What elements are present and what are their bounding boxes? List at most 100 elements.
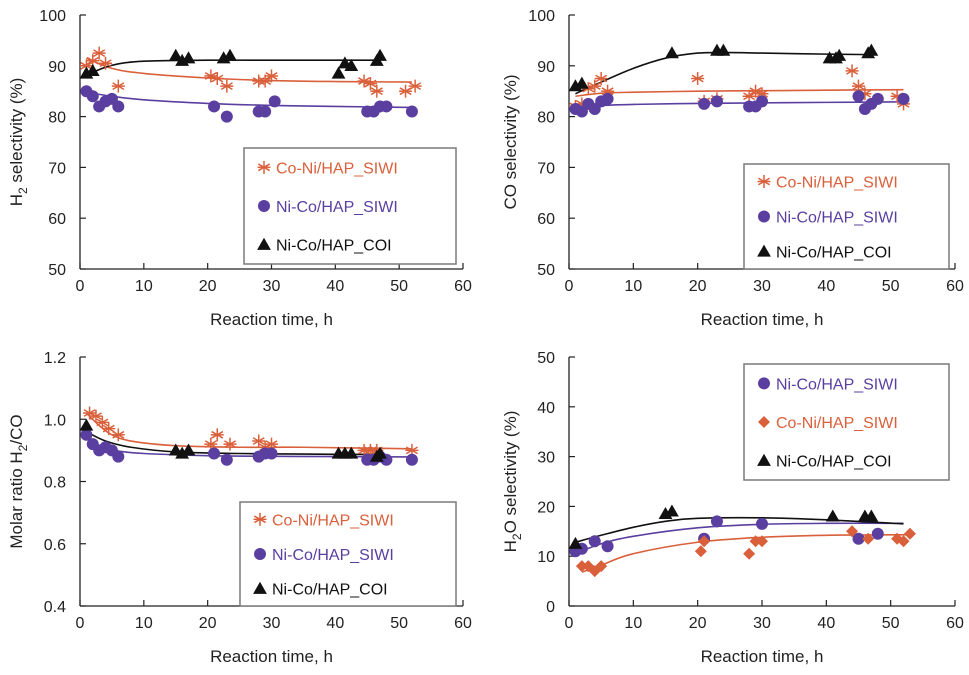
legend-label: Co-Ni/HAP_SIWI <box>776 415 898 432</box>
data-point <box>862 532 875 545</box>
data-point <box>99 56 113 70</box>
data-point <box>756 95 768 108</box>
y-tick-label: 0.8 <box>44 475 66 492</box>
series <box>80 428 418 466</box>
chart-co: 50 60 70 80 90 100 0 10 20 30 40 50 60 Reaction time,… <box>501 8 964 329</box>
y-tick-label: 10 <box>537 549 555 566</box>
fit-line <box>575 101 904 108</box>
data-point <box>80 428 93 441</box>
data-point <box>749 535 762 548</box>
data-point <box>112 450 125 463</box>
y-tick-label: 40 <box>537 400 555 417</box>
data-point <box>79 418 94 431</box>
data-point <box>710 95 723 108</box>
data-point <box>743 547 756 560</box>
x-tick-label: 30 <box>753 615 771 632</box>
data-point <box>408 79 422 93</box>
chart-h2o: 0 10 20 30 40 50 0 10 20 30 40 50 60 Reaction time, h… <box>501 350 964 666</box>
data-point <box>175 446 190 459</box>
x-tick-label: 60 <box>946 278 964 295</box>
data-point <box>864 43 879 56</box>
data-point <box>223 48 237 61</box>
legend-marker <box>757 175 771 188</box>
fit-line <box>85 412 412 450</box>
x-tick-label: 50 <box>882 278 900 295</box>
series <box>80 85 418 123</box>
x-tick-label: 40 <box>817 615 835 632</box>
data-point <box>370 84 384 98</box>
y-tick-label: 100 <box>39 8 66 25</box>
fit-line <box>86 59 381 76</box>
data-point <box>405 105 418 118</box>
data-point <box>756 535 768 548</box>
legend-marker <box>258 200 270 212</box>
data-point <box>220 110 233 123</box>
data-point <box>331 66 346 79</box>
y-tick-label: 70 <box>48 160 66 177</box>
data-point <box>344 446 359 459</box>
legend-marker <box>254 548 266 560</box>
data-point <box>102 422 116 436</box>
data-point <box>111 428 125 442</box>
legend-marker <box>253 581 267 594</box>
data-point <box>357 74 371 88</box>
y-tick-label: 20 <box>537 499 555 516</box>
data-point <box>252 434 266 448</box>
x-tick-label: 50 <box>390 615 408 632</box>
series <box>569 90 910 118</box>
data-point <box>223 437 237 451</box>
x-tick-label: 10 <box>624 278 642 295</box>
data-point <box>259 105 272 118</box>
chart-ratio: 0.4 0.6 0.8 1.0 1.2 0 10 20 30 40 50 60 Reaction tim… <box>7 350 472 666</box>
y-tick-label: 100 <box>528 8 555 25</box>
legend-label: Ni-Co/HAP_COI <box>776 454 892 471</box>
legend-marker <box>757 244 771 257</box>
y-tick-label: 70 <box>537 160 555 177</box>
y-axis-title: CO selectivity (%) <box>501 74 520 209</box>
legend-marker <box>253 512 267 526</box>
data-point <box>852 532 865 545</box>
legend: Co-Ni/HAP_SIWI Ni-Co/HAP_SIWI Ni-Co/HAP_CO… <box>239 501 457 607</box>
fit-line <box>575 88 904 98</box>
data-point <box>698 535 711 548</box>
y-axis-title: H2O selectivity (%) <box>501 411 524 553</box>
legend-label: Ni-Co/HAP_SIWI <box>776 210 898 227</box>
legend-marker <box>757 453 771 466</box>
legend-marker <box>758 210 770 223</box>
y-tick-label: 0 <box>546 599 555 616</box>
data-point <box>111 79 125 93</box>
series <box>568 43 879 92</box>
y-tick-label: 50 <box>537 350 555 367</box>
series <box>575 525 916 578</box>
legend-label: Ni-Co/HAP_SIWI <box>276 199 398 216</box>
data-point <box>846 525 859 538</box>
data-point <box>601 540 614 553</box>
y-tick-label: 90 <box>537 59 555 76</box>
data-point <box>373 446 387 459</box>
fit-line <box>575 516 904 544</box>
data-point <box>95 415 109 429</box>
y-axis-title: H2 selectivity (%) <box>7 78 30 207</box>
x-axis-title: Reaction time, h <box>210 310 333 329</box>
data-point <box>112 100 125 113</box>
x-tick-label: 40 <box>817 278 835 295</box>
chart-h2: 50 60 70 80 90 100 0 10 20 30 40 50 60 Reaction time,… <box>7 8 472 329</box>
x-tick-label: 50 <box>882 615 900 632</box>
data-point <box>363 77 377 91</box>
data-point <box>710 515 723 528</box>
x-axis-title: Reaction time, h <box>701 310 824 329</box>
data-point <box>181 51 196 64</box>
y-axis-title: Molar ratio H2/CO <box>7 414 30 548</box>
x-tick-label: 10 <box>624 615 642 632</box>
x-tick-label: 60 <box>454 278 472 295</box>
data-point <box>574 76 589 89</box>
x-axis-title: Reaction time, h <box>210 647 333 666</box>
legend-box <box>743 163 950 270</box>
x-tick-label: 30 <box>753 278 771 295</box>
data-point <box>871 527 884 540</box>
legend-box <box>243 147 457 265</box>
legend: Co-Ni/HAP_SIWI Ni-Co/HAP_SIWI Ni-Co/HAP_CO… <box>743 163 950 270</box>
data-point <box>845 64 859 78</box>
x-tick-label: 60 <box>946 615 964 632</box>
